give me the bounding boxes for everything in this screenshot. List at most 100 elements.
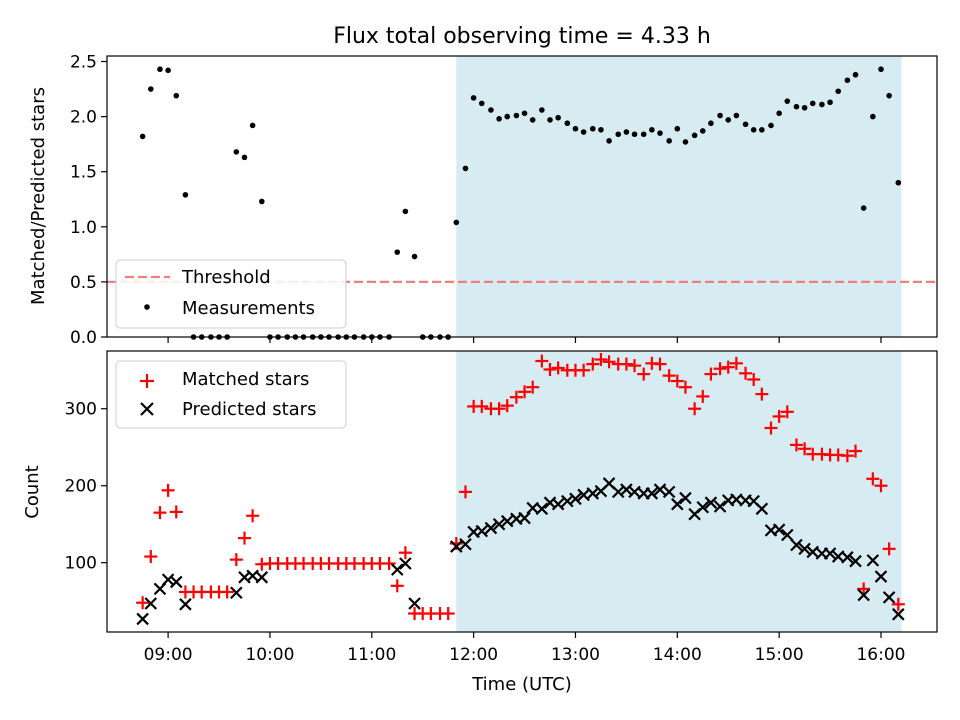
predicted-star-point [882,591,896,604]
predicted-star-point [399,557,412,570]
matched-star-point [153,506,167,520]
predicted-star-point [551,497,565,511]
measurement-point [249,122,256,129]
predicted-star-point [161,573,175,586]
matched-star-point [670,374,684,388]
bottom-shaded-span [456,351,902,632]
legend-threshold-label: Threshold [181,267,271,288]
predicted-star-point [841,551,854,564]
matched-star-point [535,354,549,368]
legend-matched-swatch [140,374,154,388]
matched-star-point [229,553,243,567]
predicted-star-point [136,612,149,626]
predicted-star-point [892,608,905,621]
x-tick-label: 12:00 [449,645,498,665]
measurement-point [870,113,876,120]
matched-star-point [441,607,455,621]
predicted-star-point [790,538,803,552]
measurement-point [547,117,553,123]
predicted-star-point [500,514,514,528]
predicted-star-point [535,502,549,516]
matched-star-point [721,360,735,374]
measurement-point [402,208,409,215]
predicted-star-point [755,502,769,516]
measurement-point [835,88,842,95]
predicted-star-point [713,500,727,513]
measurement-point [580,129,587,135]
matched-star-point [500,399,514,413]
matched-star-point [678,380,692,394]
matched-star-point [526,380,540,394]
top-legend-box [115,259,347,329]
measurement-point [589,125,596,132]
matched-star-point [772,409,786,423]
measurement-point [759,127,765,133]
measurement-point [640,131,647,138]
x-tick-label: 11:00 [347,645,396,665]
matched-star-point [688,402,702,416]
predicted-star-point [866,554,880,567]
measurement-point [708,120,714,127]
measurement-point [852,71,859,78]
matched-star-point [594,352,608,366]
measurement-point [182,192,189,198]
top-legend: Threshold Measurements [115,259,347,329]
matched-star-point [857,582,871,596]
predicted-star-point [390,563,404,576]
matched-star-point [713,362,727,376]
measurement-point [631,131,638,138]
measurement-point [878,66,884,73]
measurement-point [147,86,154,92]
measurement-point [529,117,536,123]
top-y-tick-label: 0.5 [70,273,97,293]
matched-star-point [586,357,600,371]
bottom-y-tick-label: 300 [65,400,97,420]
bottom-legend-box [115,360,347,429]
measurement-point [478,100,485,107]
predicted-star-point [230,586,243,600]
predicted-star-point [798,542,811,556]
measurement-point [776,110,782,117]
chart-title: Flux total observing time = 4.33 h [333,24,711,49]
measurement-point [682,139,689,145]
matched-star-point [882,542,896,556]
top-y-tick-label: 0.0 [70,328,97,348]
predicted-star-point [849,554,862,568]
matched-star-point [144,550,158,564]
measurement-point [615,131,622,138]
predicted-star-point [144,597,158,610]
x-tick-label: 15:00 [755,645,804,665]
measurement-point [809,100,816,107]
top-panel: 0.0 0.5 1.0 1.5 2.0 2.5 Matched/Predicted sta… [28,53,938,348]
measurement-point [555,114,561,121]
measurement-point [488,107,494,113]
measurement-point [886,92,892,99]
matched-star-point [798,442,812,456]
predicted-star-point [169,575,183,589]
predicted-star-point [857,588,870,602]
top-y-tick-label: 1.0 [70,218,97,238]
matched-star-point [619,357,633,371]
measurement-point [819,101,825,108]
matched-star-point [169,505,183,519]
matched-star-point [237,531,251,545]
predicted-star-point [518,511,531,525]
predicted-star-point [653,483,667,496]
top-x-ticks [167,337,882,343]
measurement-point [623,129,630,135]
measurement-point [666,138,672,144]
predicted-star-point [704,496,718,509]
bottom-y-tick-label: 100 [65,554,97,574]
matched-star-point [475,399,489,413]
matched-star-point [747,372,761,386]
predicted-star-point [459,537,472,551]
predicted-star-point [772,523,786,536]
measurement-point [691,132,698,139]
measurement-point [258,198,265,205]
matched-star-point [662,369,676,383]
measurement-point [470,95,477,101]
matched-star-point [551,361,565,375]
predicted-star-point [662,485,676,499]
predicted-star-point [696,501,710,514]
matched-star-point [696,389,710,403]
